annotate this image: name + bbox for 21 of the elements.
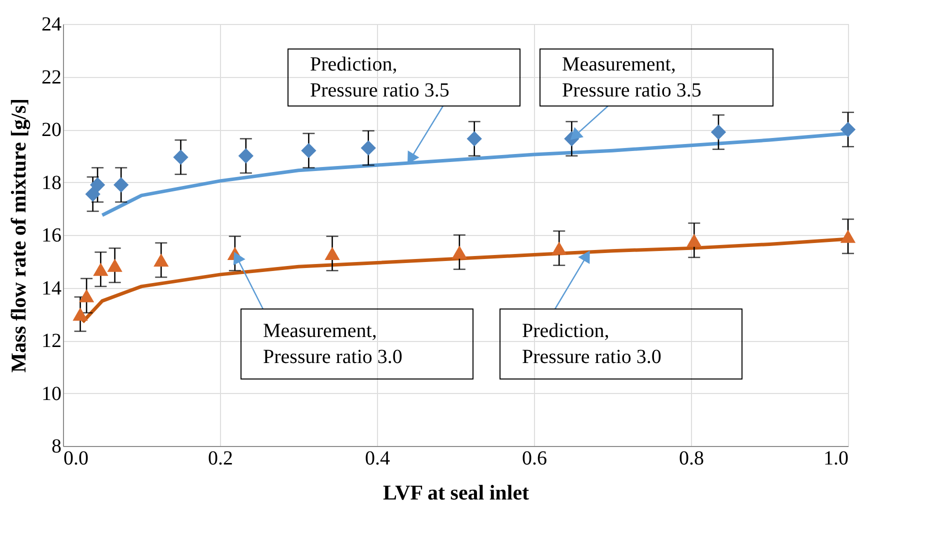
x-axis-title: LVF at seal inlet [382,480,530,504]
y-tick-label: 20 [42,119,62,141]
y-tick-label: 14 [42,277,62,300]
x-tick-label: 1.0 [824,448,848,470]
x-tick-label: 0.6 [522,448,547,470]
x-tick-label: 0.4 [365,448,390,470]
y-tick-label: 12 [42,330,62,352]
y-tick-label: 10 [42,382,62,405]
y-tick-label: 16 [42,224,62,246]
annotation: Measurement, Pressure ratio 3.5 [562,54,702,102]
y-tick-label: 22 [42,66,62,88]
y-axis-title: Mass flow rate of mixture [g/s] [6,98,30,373]
y-tick-label: 8 [52,436,62,458]
x-tick-label: 0.8 [679,448,704,470]
annotation: Measurement, Pressure ratio 3.0 [263,320,402,368]
annotation: Prediction, Pressure ratio 3.0 [522,320,662,368]
annotation: Prediction, Pressure ratio 3.5 [310,54,450,102]
x-tick-label: 0.0 [64,448,88,470]
x-tick-label: 0.2 [208,448,233,470]
y-tick-label: 18 [42,172,62,194]
y-tick-label: 24 [42,14,62,36]
